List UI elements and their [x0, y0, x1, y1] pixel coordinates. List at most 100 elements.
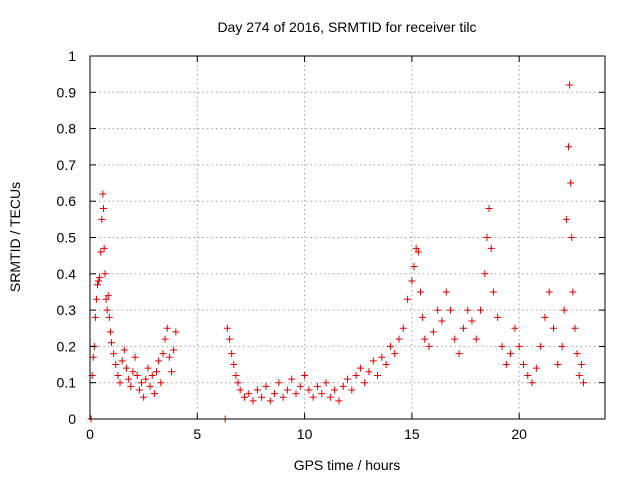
data-point — [558, 342, 566, 350]
data-point — [545, 288, 553, 296]
data-point — [331, 386, 339, 394]
data-point — [116, 379, 124, 387]
x-tick-label: 15 — [404, 426, 420, 442]
data-point — [232, 371, 240, 379]
data-point — [157, 379, 165, 387]
data-point — [326, 393, 334, 401]
data-point — [153, 368, 161, 376]
data-point — [94, 281, 102, 289]
x-tick-label: 20 — [511, 426, 527, 442]
data-points — [87, 81, 588, 423]
y-tick-labels: 0 0.1 0.2 0.3 0.4 0.5 0.6 0.7 0.8 0.9 1 — [57, 48, 77, 427]
data-point — [105, 313, 113, 321]
data-point — [96, 273, 104, 281]
data-point — [352, 371, 360, 379]
data-point — [419, 313, 427, 321]
data-point — [489, 288, 497, 296]
data-point — [515, 342, 523, 350]
data-point — [135, 386, 143, 394]
y-tick-label: 0.6 — [57, 193, 77, 209]
data-point — [241, 393, 248, 401]
data-point — [382, 361, 390, 369]
data-point — [102, 295, 110, 303]
data-point — [498, 342, 506, 350]
data-point — [414, 248, 422, 256]
data-point — [253, 386, 261, 394]
data-point — [266, 397, 274, 405]
data-point — [565, 143, 573, 151]
data-point — [228, 350, 236, 358]
y-tick-label: 0.3 — [57, 302, 77, 318]
data-point — [395, 335, 403, 343]
chart-title: Day 274 of 2016, SRMTID for receiver til… — [217, 19, 476, 35]
data-point — [283, 386, 291, 394]
data-point — [301, 371, 309, 379]
data-point — [103, 306, 111, 314]
data-point — [481, 270, 489, 278]
data-point — [168, 368, 176, 376]
y-tick-label: 0.5 — [57, 230, 77, 246]
data-point — [146, 382, 154, 390]
data-point — [92, 295, 100, 303]
data-point — [577, 361, 585, 369]
data-point — [560, 306, 568, 314]
data-point — [438, 317, 446, 325]
data-point — [537, 342, 545, 350]
data-point — [410, 263, 418, 271]
data-point — [575, 371, 583, 379]
data-point — [485, 204, 493, 212]
data-point — [150, 390, 158, 398]
data-point — [262, 382, 270, 390]
y-tick-label: 0.7 — [57, 157, 77, 173]
data-point — [472, 335, 480, 343]
data-point — [101, 270, 109, 278]
data-point — [112, 361, 120, 369]
data-point — [97, 248, 105, 256]
data-point — [468, 317, 476, 325]
data-point — [129, 368, 137, 376]
data-point — [292, 390, 300, 398]
y-tick-label: 0 — [68, 411, 76, 427]
data-point — [106, 328, 114, 336]
data-point — [99, 190, 107, 198]
data-point — [386, 342, 394, 350]
data-point — [361, 379, 369, 387]
data-point — [223, 324, 231, 332]
data-point — [524, 371, 532, 379]
x-tick-label: 0 — [86, 426, 94, 442]
data-point — [416, 288, 424, 296]
data-point — [114, 371, 122, 379]
data-point — [573, 350, 581, 358]
data-point — [288, 375, 296, 383]
grid-lines — [90, 56, 605, 419]
data-point — [318, 390, 326, 398]
data-point — [502, 361, 510, 369]
data-point — [348, 386, 356, 394]
data-point — [120, 346, 128, 354]
data-point — [378, 353, 386, 361]
y-axis-title: SRMTID / TECUs — [7, 182, 23, 292]
data-point — [442, 288, 450, 296]
data-point — [249, 397, 257, 405]
data-point — [399, 324, 407, 332]
data-point — [100, 244, 108, 252]
data-point — [369, 357, 377, 365]
data-point — [569, 288, 577, 296]
data-point — [275, 379, 283, 387]
data-point — [562, 215, 570, 223]
data-point — [356, 364, 364, 372]
data-point — [421, 335, 429, 343]
data-point — [144, 364, 152, 372]
data-point — [163, 324, 171, 332]
data-point — [374, 371, 382, 379]
data-point — [412, 244, 420, 252]
data-point — [434, 306, 442, 314]
data-point — [118, 357, 126, 365]
data-point — [155, 357, 163, 365]
axis-ticks — [89, 55, 605, 420]
data-point — [161, 335, 169, 343]
data-point — [477, 306, 485, 314]
data-point — [425, 342, 433, 350]
data-point — [258, 393, 266, 401]
data-point — [95, 277, 103, 285]
